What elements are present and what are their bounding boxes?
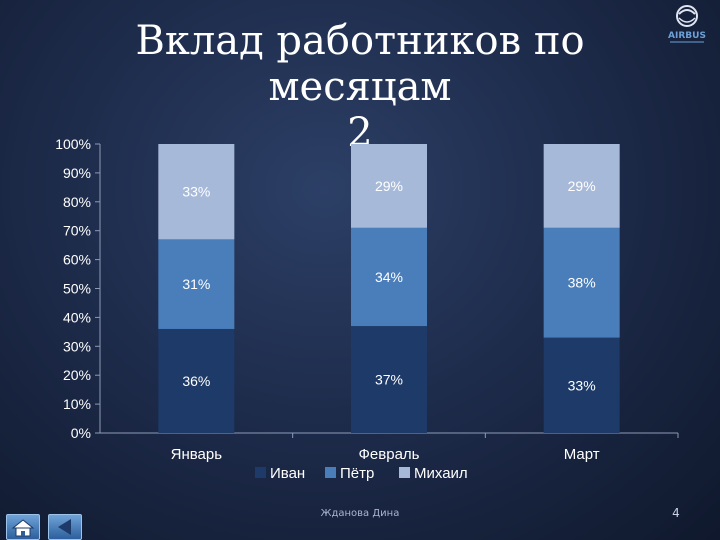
data-label: 37% [375,372,403,388]
y-tick-label: 0% [71,425,91,441]
legend-label: Иван [270,465,305,482]
logo-text: AIRBUS [668,31,706,41]
legend-swatch [399,467,410,478]
y-tick-label: 70% [63,223,91,239]
legend-swatch [325,467,336,478]
bar-segment [351,326,427,433]
bar-segment [543,144,620,228]
data-label: 38% [568,275,596,291]
bar-segment [543,227,620,338]
data-label: 33% [182,184,210,200]
data-label: 36% [182,373,210,389]
data-label: 33% [568,377,596,393]
y-tick-label: 90% [63,165,91,181]
data-label: 29% [375,178,403,194]
bar-segment [543,337,620,433]
data-label: 29% [568,178,596,194]
category-label: Февраль [359,446,420,463]
y-tick-label: 100% [55,136,91,152]
home-icon [11,519,35,537]
bar-segment [351,227,427,327]
bar-segment [158,144,235,240]
title-line-1: Вклад работников по месяцам [135,18,585,110]
y-tick-label: 30% [63,338,91,354]
y-tick-label: 50% [63,281,91,297]
category-label: Январь [171,446,223,463]
airbus-logo: AIRBUS [660,2,714,48]
legend-label: Михаил [414,465,468,482]
y-tick-label: 40% [63,309,91,325]
back-arrow-icon [58,519,71,535]
page-number: 4 [672,506,680,520]
data-label: 31% [182,276,210,292]
back-button[interactable] [48,514,82,540]
bar-segment [351,144,427,228]
slide-title: Вклад работников по месяцам 2 [40,18,680,156]
legend-label: Пётр [340,465,374,482]
data-label: 34% [375,269,403,285]
category-label: Март [564,446,600,463]
y-tick-label: 10% [63,396,91,412]
bar-segment [158,239,235,329]
y-tick-label: 80% [63,194,91,210]
legend-swatch [255,467,266,478]
y-tick-label: 60% [63,252,91,268]
home-button[interactable] [6,514,40,540]
y-tick-label: 20% [63,367,91,383]
bar-segment [158,328,235,433]
footer-author: Жданова Дина [320,508,400,519]
